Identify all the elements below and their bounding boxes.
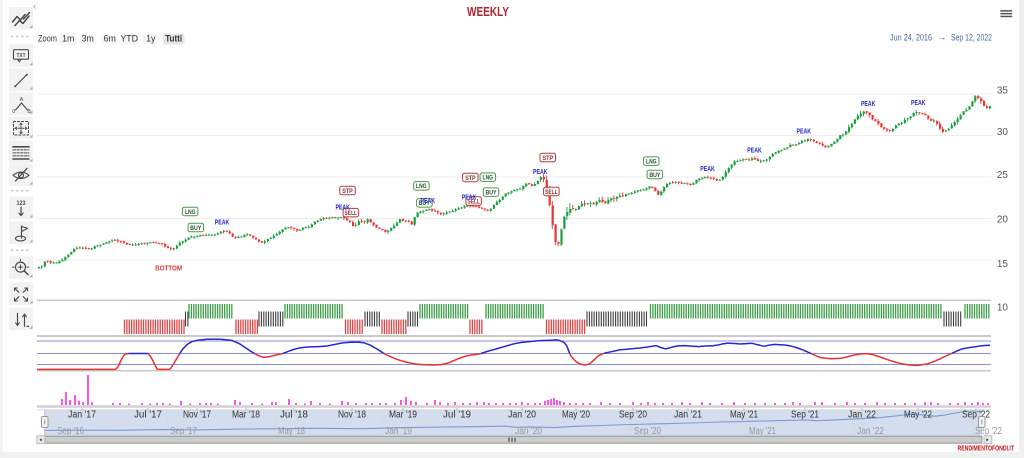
svg-text:BUY: BUY [486,190,498,197]
svg-text:May '22: May '22 [904,410,932,421]
svg-text:PEAK: PEAK [462,194,477,201]
svg-text:PEAK: PEAK [911,100,926,107]
svg-text:25: 25 [997,170,1009,181]
svg-text:A: A [20,97,24,103]
svg-text:STP: STP [543,155,554,162]
svg-text:Mar '18: Mar '18 [232,410,260,421]
svg-text:PEAK: PEAK [861,101,876,108]
svg-text:3m: 3m [82,34,94,44]
svg-text:20: 20 [997,215,1009,226]
svg-text:BOTTOM: BOTTOM [155,265,182,272]
svg-text:Sep '22: Sep '22 [975,426,1002,437]
svg-text:Sep '20: Sep '20 [619,410,647,421]
svg-text:Jan '17: Jan '17 [68,410,96,421]
svg-text:Sep '17: Sep '17 [170,426,197,437]
svg-text:PEAK: PEAK [421,198,436,205]
svg-text:→: → [938,32,947,42]
svg-text:PEAK: PEAK [700,166,715,173]
svg-text:SELL: SELL [345,210,358,217]
svg-text:10: 10 [997,303,1009,314]
svg-text:May '20: May '20 [562,410,590,421]
svg-text:PEAK: PEAK [747,148,762,155]
svg-text:Sep '21: Sep '21 [791,410,819,421]
svg-text:SELL: SELL [467,198,480,205]
svg-text:PEAK: PEAK [797,128,812,135]
svg-text:May '18: May '18 [278,426,305,437]
svg-text:Jan '20: Jan '20 [515,426,542,437]
svg-text:YTD: YTD [120,34,138,44]
svg-text:6m: 6m [104,34,116,44]
svg-text:15: 15 [997,259,1009,270]
svg-text:Jan '19: Jan '19 [385,426,412,437]
svg-text:35: 35 [997,86,1009,97]
svg-text:TXT: TXT [17,53,26,59]
svg-text:BUY: BUY [419,200,431,207]
svg-text:STP: STP [342,188,353,195]
svg-text:Jan '22: Jan '22 [848,410,876,421]
svg-text:123: 123 [17,201,27,207]
svg-text:Jul '18: Jul '18 [280,410,308,421]
svg-text:1m: 1m [62,34,74,44]
svg-text:Jan '20: Jan '20 [508,410,536,421]
svg-text:BUY: BUY [649,172,661,179]
svg-text:1y: 1y [146,34,156,44]
svg-text:PEAK: PEAK [215,219,230,226]
svg-text:LNG: LNG [646,159,657,166]
svg-text:Sep '20: Sep '20 [634,426,661,437]
svg-text:Zoom: Zoom [38,34,57,45]
svg-text:RENDIMENTOFONDI.IT: RENDIMENTOFONDI.IT [958,446,1015,453]
svg-text:‹: ‹ [33,1,36,11]
svg-text:Sep 12, 2022: Sep 12, 2022 [951,33,992,44]
svg-text:Jul '17: Jul '17 [134,410,162,421]
svg-text:SELL: SELL [545,189,558,196]
svg-text:Jul '19: Jul '19 [443,410,471,421]
svg-text:30: 30 [997,127,1009,138]
svg-text:LNG: LNG [185,209,196,216]
svg-text:Mar '19: Mar '19 [389,410,417,421]
svg-text:LNG: LNG [416,183,427,190]
svg-text:B: B [27,109,31,115]
svg-text:Jan '21: Jan '21 [674,410,702,421]
svg-text:PEAK: PEAK [335,205,350,212]
svg-text:BUY: BUY [190,225,202,232]
svg-text:0: 0 [12,109,15,115]
svg-text:May '21: May '21 [730,410,758,421]
svg-text:PEAK: PEAK [533,169,548,176]
svg-text:Jan '22: Jan '22 [857,426,884,437]
svg-text:Nov '18: Nov '18 [338,410,366,421]
svg-text:Tutti: Tutti [165,34,182,44]
svg-text:Sep '22: Sep '22 [962,410,990,421]
svg-text:Jun 24, 2016: Jun 24, 2016 [890,33,932,44]
svg-text:Nov '17: Nov '17 [183,410,211,421]
svg-text:May '21: May '21 [749,426,776,437]
svg-text:WEEKLY: WEEKLY [467,5,510,19]
svg-text:LNG: LNG [483,175,494,182]
svg-text:Sep '16: Sep '16 [57,426,84,437]
svg-text:STP: STP [465,175,476,182]
